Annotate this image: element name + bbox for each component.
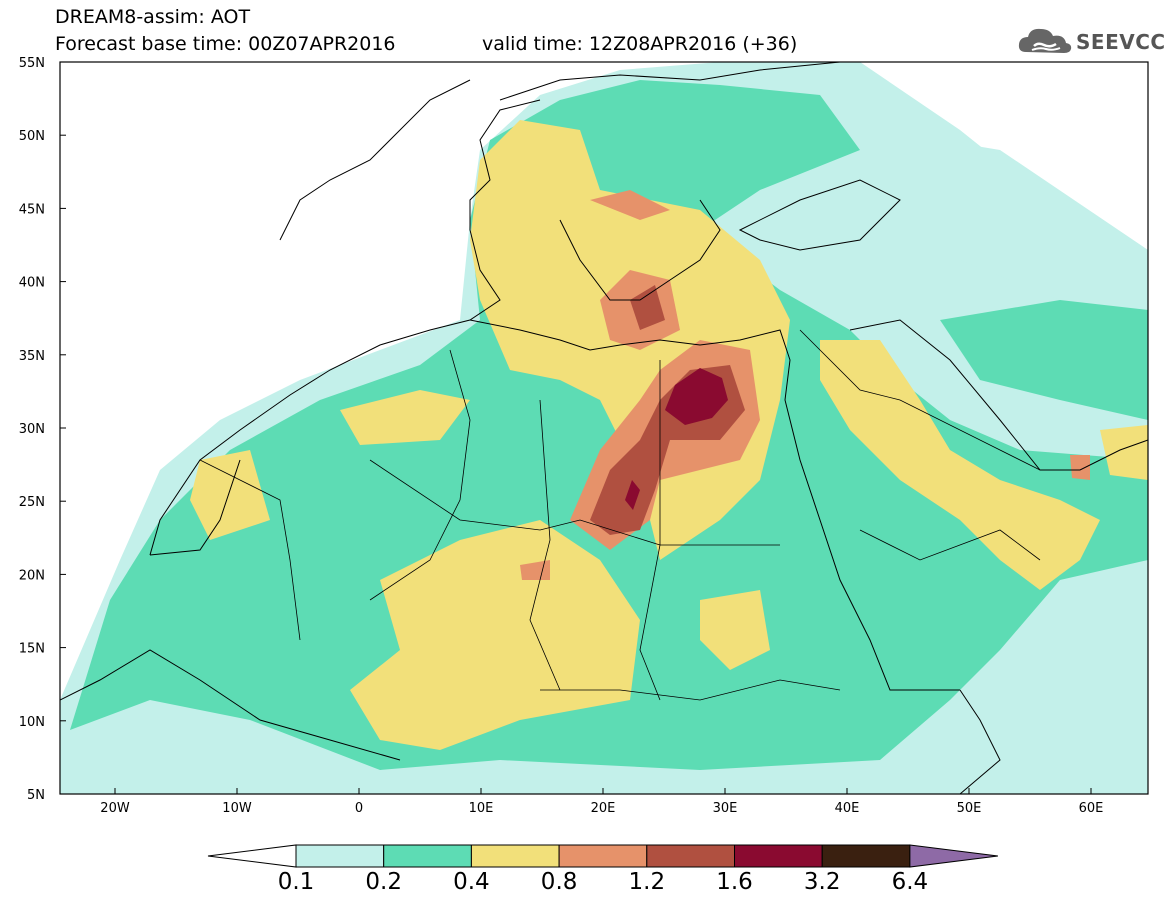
longitude-ticks: 20W 10W 0 10E 20E 30E 40E 50E 60E xyxy=(100,788,1103,816)
colorbar-cell xyxy=(470,844,560,868)
colorbar-cell xyxy=(734,844,823,868)
lat-tick-label: 35N xyxy=(19,349,45,364)
lat-tick-label: 15N xyxy=(19,642,45,657)
logo-text: SEEVCCC xyxy=(1076,30,1165,54)
colorbar-label: 0.4 xyxy=(453,869,490,895)
colorbar-label: 0.2 xyxy=(365,869,402,895)
lon-tick-label: 10W xyxy=(222,801,252,816)
colorbar-label: 1.6 xyxy=(716,869,753,895)
lon-tick-label: 30E xyxy=(713,801,738,816)
colorbar-cell xyxy=(821,844,911,868)
valid-time: valid time: 12Z08APR2016 (+36) xyxy=(482,33,798,55)
lon-tick-label: 50E xyxy=(957,801,982,816)
lat-tick-label: 50N xyxy=(19,129,45,144)
lon-tick-label: 20W xyxy=(100,801,130,816)
colorbar-max-arrow xyxy=(909,844,998,868)
forecast-base-time: Forecast base time: 00Z07APR2016 xyxy=(55,33,396,55)
lon-tick-label: 40E xyxy=(835,801,860,816)
lat-tick-label: 45N xyxy=(19,202,45,217)
cloud-icon xyxy=(1018,28,1072,53)
lat-tick-label: 20N xyxy=(19,568,45,583)
colorbar-cell xyxy=(646,844,735,868)
colorbar-label: 6.4 xyxy=(891,869,929,895)
lat-tick-label: 10N xyxy=(19,715,45,730)
lat-tick-label: 40N xyxy=(19,276,45,291)
coastlines xyxy=(60,62,1148,794)
seevccc-logo: SEEVCCC xyxy=(1016,24,1165,58)
colorbar-cell xyxy=(558,844,648,868)
lon-tick-label: 20E xyxy=(591,801,616,816)
lon-tick-label: 0 xyxy=(355,801,363,816)
colorbar-label: 1.2 xyxy=(628,869,666,895)
lat-tick-label: 25N xyxy=(19,495,45,510)
lat-tick-label: 55N xyxy=(19,56,45,71)
colorbar-label: 0.1 xyxy=(277,869,315,895)
lon-tick-label: 10E xyxy=(469,801,494,816)
country-borders xyxy=(199,329,1041,701)
colorbar-label: 3.2 xyxy=(803,869,841,895)
colorbar-cell xyxy=(383,844,472,868)
lat-tick-label: 30N xyxy=(19,422,45,437)
aot-field xyxy=(60,62,1148,794)
latitude-ticks: 55N 50N 45N 40N 35N 30N 25N 20N 15N 10N 5N xyxy=(19,56,66,803)
colorbar-min-arrow xyxy=(207,844,297,868)
colorbar-cell xyxy=(295,844,385,868)
lat-tick-label: 5N xyxy=(27,788,45,803)
colorbar-label: 0.8 xyxy=(540,869,578,895)
map-title: DREAM8-assim: AOT xyxy=(55,6,251,28)
lon-tick-label: 60E xyxy=(1079,801,1104,816)
